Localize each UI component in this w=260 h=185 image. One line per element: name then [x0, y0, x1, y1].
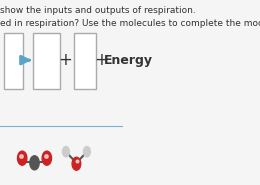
Circle shape [30, 156, 39, 170]
FancyBboxPatch shape [33, 33, 60, 89]
Text: +: + [58, 51, 72, 69]
Text: ed in respiration? Use the molecules to complete the model of respiration.: ed in respiration? Use the molecules to … [0, 18, 260, 28]
FancyBboxPatch shape [74, 33, 96, 89]
Circle shape [62, 147, 69, 157]
Circle shape [17, 151, 27, 165]
FancyBboxPatch shape [4, 33, 23, 89]
Circle shape [83, 147, 90, 157]
Text: Energy: Energy [103, 54, 153, 67]
Text: +: + [94, 51, 108, 69]
Circle shape [72, 157, 81, 170]
Text: show the inputs and outputs of respiration.: show the inputs and outputs of respirati… [0, 6, 196, 15]
Circle shape [42, 151, 51, 165]
